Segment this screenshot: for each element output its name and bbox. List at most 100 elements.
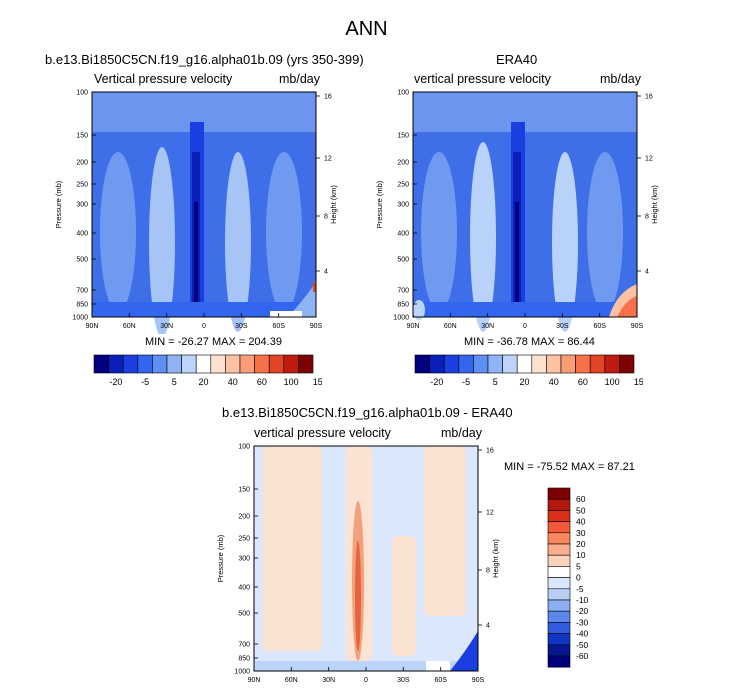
y-right-tick-label: 8 [645,214,649,221]
colorbar-swatch [473,354,489,374]
colorbar-swatch [195,354,212,374]
colorbar-swatch [239,354,255,374]
y-tick-label: 400 [238,585,250,592]
colorbar-label: 0 [576,573,581,583]
plot-area [412,91,638,332]
plot-area [91,91,317,334]
colorbar-swatch [547,599,571,612]
colorbar-swatch [429,354,445,374]
y-tick-label: 850 [76,302,88,309]
y-right-axis-label: Height (km) [491,539,500,578]
colorbar-label: 150 [634,377,643,387]
colorbar-label: 20 [519,377,529,387]
y-right-tick-label: 4 [324,269,328,276]
y-right-tick-label: 12 [486,510,494,517]
y-tick-label: 1000 [72,315,88,322]
colorbar-label: -50 [576,640,589,650]
y-tick-label: 300 [76,202,88,209]
colorbar-swatch [93,354,109,374]
model-variable-label: Vertical pressure velocity [94,72,233,86]
x-tick-label: 90S [631,323,644,330]
y-tick-label: 500 [397,257,409,264]
colorbar-label: 40 [549,377,559,387]
colorbar-label: -40 [576,629,589,639]
colorbar-swatch [152,354,168,374]
colorbar-label: 40 [228,377,238,387]
arctic-surface-region [413,300,425,320]
colorbar-label: 5 [172,377,177,387]
x-tick-label: 30S [397,677,410,684]
colorbar-swatch [546,354,562,374]
colorbar-label: 20 [198,377,208,387]
model-panel-title: b.e13.Bi1850C5CN.f19_g16.alpha01b.09 (yr… [45,52,364,67]
y-right-tick-label: 16 [486,448,494,455]
obs-colorbar: -20 -5 5 20 40 60 100 150 [414,354,643,387]
colorbar-swatch [254,354,270,374]
colorbar-swatch [547,521,571,534]
x-tick-label: 30N [481,323,494,330]
colorbar-swatch [547,487,571,500]
colorbar-swatch [137,354,153,374]
y-tick-label: 100 [76,90,88,97]
x-tick-label: 0 [523,323,527,330]
positive-anomaly-region-4 [392,536,416,656]
colorbar-swatch [589,354,606,374]
colorbar-swatch [166,354,182,374]
y-tick-label: 1000 [234,669,250,676]
colorbar-swatch [268,354,285,374]
colorbar-swatch [298,354,314,374]
colorbar-swatch [547,498,571,511]
x-tick-label: 60N [444,323,457,330]
y-right-tick-label: 8 [324,214,328,221]
x-tick-label: 30S [235,323,248,330]
y-axis-label: Pressure (mb) [375,180,384,228]
colorbar-label: 50 [576,505,586,515]
obs-heatmap: 100 150 200 250 300 400 500 700 850 1000 Pressure … [375,90,659,332]
colorbar-label: 10 [576,550,586,560]
positive-anomaly-region-1 [262,446,322,651]
colorbar-label: 100 [284,377,299,387]
y-right-axis-label: Height (km) [329,185,338,224]
colorbar-swatch [547,633,571,646]
colorbar-label: -5 [576,584,584,594]
y-tick-label: 100 [397,90,409,97]
colorbar-swatch [547,510,571,522]
polar-positive-region [288,282,316,317]
subsidence-column-2 [225,152,251,332]
tropical-positive-center [355,541,361,651]
model-colorbar: -20 -5 5 20 40 60 100 150 [93,354,322,387]
y-right-tick-label: 4 [486,623,490,630]
y-tick-label: 300 [238,556,250,563]
colorbar-swatch [547,610,571,623]
y-tick-label: 150 [238,487,250,494]
subsidence-column-4 [266,152,302,312]
y-tick-label: 150 [397,133,409,140]
x-tick-label: 60S [272,323,285,330]
near-surface-band [254,661,478,671]
colorbar-swatch [547,554,571,567]
y-tick-label: 700 [397,288,409,295]
polar-max-patch [313,282,316,292]
colorbar-swatch [516,354,533,374]
colorbar-swatch [414,354,430,374]
obs-panel-title: ERA40 [496,52,538,67]
y-tick-label: 200 [397,160,409,167]
diff-panel-title: b.e13.Bi1850C5CN.f19_g16.alpha01b.09 - E… [222,405,513,420]
y-right-tick-label: 4 [645,269,649,276]
colorbar-swatch [108,354,124,374]
ascent-center [515,202,519,302]
y-tick-label: 1000 [393,315,409,322]
colorbar-label: 20 [576,539,586,549]
diff-min-max: MIN = -75.52 MAX = 87.21 [504,461,635,473]
colorbar-swatch [547,588,571,601]
model-units-label: mb/day [279,72,320,86]
y-tick-label: 250 [238,536,250,543]
y-tick-label: 400 [76,231,88,238]
colorbar-swatch [122,354,139,374]
positive-anomaly-region-3 [424,446,466,616]
missing-data-region [426,661,450,671]
x-tick-label: 60N [285,677,298,684]
colorbar-swatch [443,354,460,374]
x-tick-label: 0 [364,677,368,684]
